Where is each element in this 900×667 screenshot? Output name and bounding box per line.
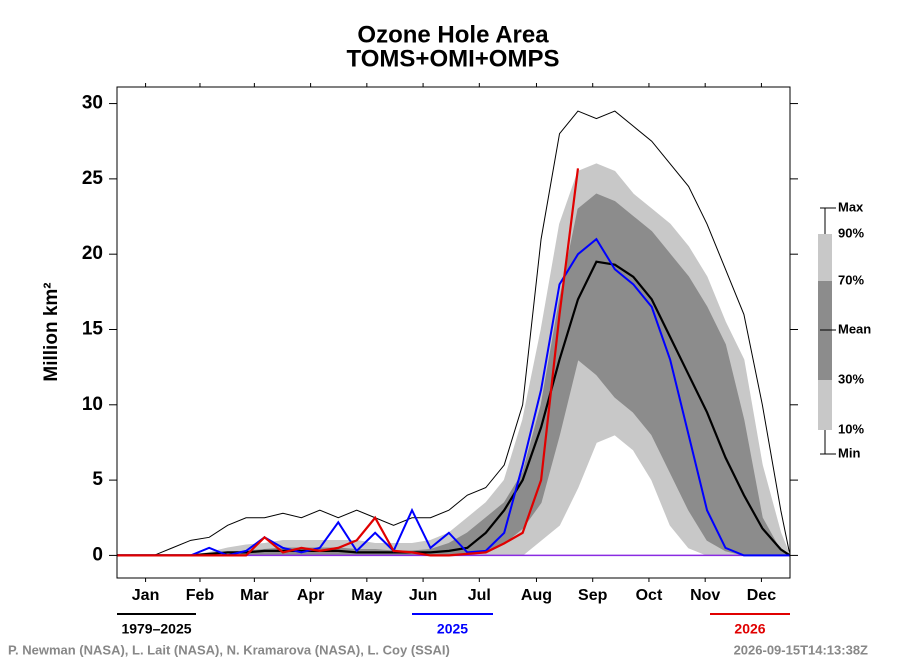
series-line: [117, 110, 791, 556]
chart-subtitle: TOMS+OMI+OMPS: [347, 45, 560, 72]
x-tick-label: Jan: [132, 587, 160, 604]
x-tick-label: Apr: [297, 587, 325, 604]
legend-swatch: [818, 380, 832, 430]
plot-frame: [116, 86, 791, 579]
x-tick-label: Sep: [578, 587, 608, 604]
series-line: [117, 168, 580, 557]
legend-label: Max: [838, 199, 864, 214]
legend-label: 90%: [838, 225, 864, 240]
x-tick-label: May: [351, 587, 382, 604]
x-tick-label: Oct: [636, 587, 663, 604]
legend-label: 1979–2025: [121, 621, 191, 637]
legend-label: Min: [838, 445, 860, 460]
x-tick-label: Dec: [747, 587, 776, 604]
legend-label: 30%: [838, 371, 864, 386]
y-tick-label: 0: [92, 544, 103, 565]
x-tick-label: Feb: [186, 587, 215, 604]
footer-credits: P. Newman (NASA), L. Lait (NASA), N. Kra…: [8, 642, 450, 657]
percentile-band: [117, 193, 790, 556]
x-tick-label: Aug: [521, 587, 552, 604]
x-tick-label: Jul: [468, 587, 491, 604]
x-tick-label: Nov: [690, 587, 720, 604]
footer-timestamp: 2026-09-15T14:13:38Z: [734, 642, 868, 657]
x-tick-label: Jun: [409, 587, 437, 604]
legend-swatch: [818, 234, 832, 281]
y-tick-label: 25: [82, 168, 104, 189]
y-tick-label: 5: [92, 469, 103, 490]
x-tick-label: Mar: [240, 587, 268, 604]
series-line: [117, 260, 791, 557]
legend-label: 10%: [838, 421, 864, 436]
legend-label: 2026: [734, 621, 765, 637]
y-tick-label: 20: [82, 243, 103, 264]
legend-label: 70%: [838, 272, 864, 287]
y-tick-label: 30: [82, 93, 103, 114]
legend-label: 2025: [437, 621, 468, 637]
y-tick-label: 10: [82, 394, 103, 415]
legend-label: Mean: [838, 321, 871, 336]
y-axis-label: Million km²: [41, 282, 62, 381]
chart-title: Ozone Hole Area: [357, 21, 549, 48]
y-tick-label: 15: [82, 319, 104, 340]
series-line: [117, 163, 791, 556]
